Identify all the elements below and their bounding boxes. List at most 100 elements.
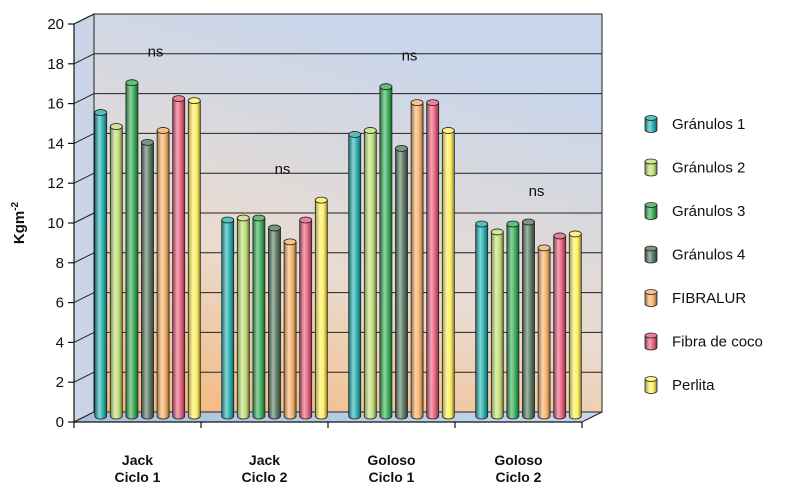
bar-top [363,127,377,134]
bar [268,224,281,420]
bar-top [268,224,281,232]
bar [441,127,455,420]
bar-top [299,216,313,224]
legend-item: Gránulos 3 [644,202,745,220]
legend-swatch [644,204,658,220]
legend-swatch [644,335,658,351]
bar-body [475,223,489,420]
bar-top [490,228,504,236]
bar-body [299,219,313,420]
bar-top [522,218,535,226]
gridline-side [73,292,95,304]
bar-top [221,216,235,224]
bar-top [125,79,139,87]
y-tick-label: 18 [47,56,64,73]
x-tick-label-line1: Goloso [494,452,542,468]
legend-label: Perlita [672,377,715,394]
bar-body [125,82,139,420]
bar [314,196,328,420]
legend-item: FIBRALUR [644,289,746,307]
significance-annotation: ns [529,183,545,200]
bar-body [490,231,504,420]
bar-body [506,223,520,420]
bar [252,214,266,420]
y-tick-label: 20 [47,16,64,33]
legend-swatch [644,117,658,133]
bar-top [283,238,297,246]
gridline-side [73,53,95,65]
bar [156,127,170,420]
bar-top [314,196,328,204]
legend-swatch [644,161,658,177]
bar [299,216,313,420]
bar-body [537,247,551,420]
bar [125,79,139,420]
legend-label: Gránulos 3 [672,203,745,220]
bar-body [252,217,266,420]
bar-top [553,232,567,240]
bar [379,83,393,420]
bar [395,144,408,420]
bar-body [314,199,328,420]
bar-top [506,220,520,228]
y-tick-label: 2 [56,374,64,391]
bar [348,131,362,420]
y-axis-title: Kgm-2 [10,201,28,244]
x-tick-label-line1: Goloso [367,452,415,468]
bar-top [156,127,170,134]
bar-body [156,130,170,420]
y-tick-label: 10 [47,215,64,232]
bar-top [141,138,154,146]
bar [410,99,424,420]
bar-top [441,127,455,134]
bar-body [553,235,567,420]
x-tick-label-line1: Jack [249,452,280,468]
legend-item: Gránulos 2 [644,158,745,177]
gridline-side [73,172,95,184]
bar [221,216,235,420]
gridline-side [73,371,95,383]
bar-body [395,147,408,420]
legend-label: Fibra de coco [672,334,763,351]
bar [283,238,297,420]
legend-swatch-top [644,115,658,121]
bar-body [172,98,186,420]
y-tick-label: 4 [56,334,64,351]
gridline-side [73,13,95,25]
x-tick-label-line2: Ciclo 1 [115,469,161,483]
legend-swatch-top [644,376,658,382]
bar [506,220,520,420]
bar [426,99,440,420]
gridline-side [73,132,95,144]
bar-top [348,131,362,138]
bar-top [410,99,424,106]
legend-swatch [644,291,658,307]
bar [475,220,489,420]
legend-swatch [644,378,658,394]
bar-body [283,241,297,420]
bar-body [348,134,362,420]
legend-swatch-top [644,332,658,339]
bar [553,232,567,420]
legend-label: FIBRALUR [672,290,746,307]
bar-body [426,102,440,420]
y-tick-label: 16 [47,96,64,113]
bar-body [109,126,123,420]
bar-body [141,141,154,420]
bar [109,123,123,420]
gridline-side [73,212,95,224]
bar-body [410,102,424,420]
legend-swatch-top [644,289,658,295]
bar [94,109,108,420]
bar-top [379,83,393,91]
bar-top [109,123,123,130]
bar [187,97,201,420]
legend-swatch-top [644,158,658,165]
y-axis-title-exponent: -2 [10,201,21,210]
bar-body [94,112,108,420]
bar-top [475,220,489,228]
bar-top [426,99,440,106]
significance-annotation: ns [275,161,291,178]
bar [141,138,154,420]
bar-body [187,100,201,420]
